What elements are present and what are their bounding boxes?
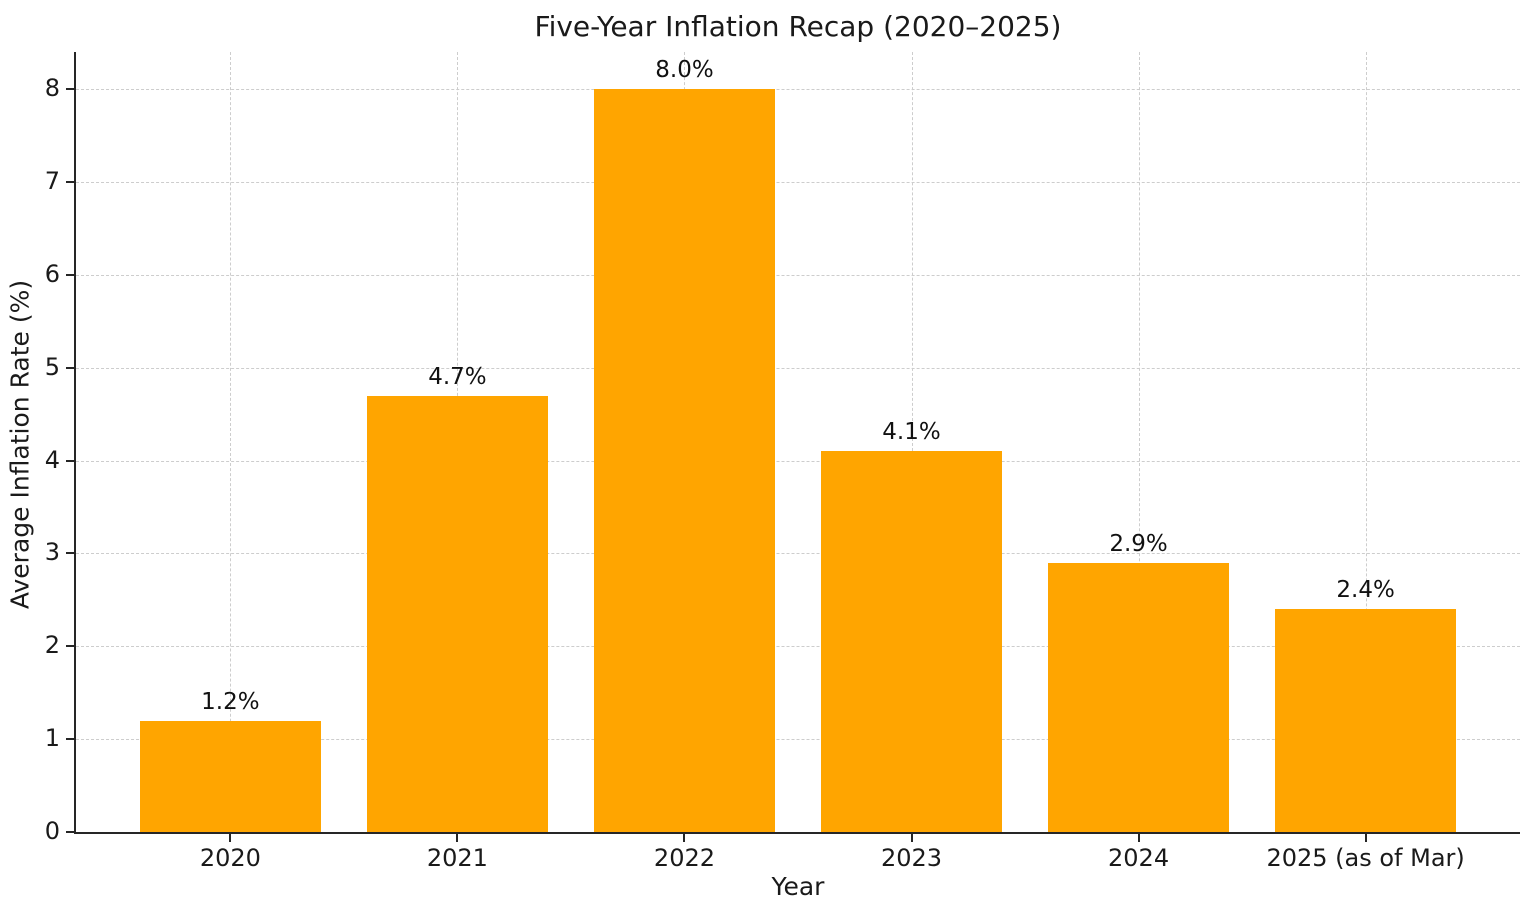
x-tick xyxy=(910,832,913,842)
gridline-v xyxy=(230,52,232,832)
x-tick-label: 2020 xyxy=(199,844,261,872)
x-tick-label: 2021 xyxy=(426,844,488,872)
y-tick xyxy=(66,459,76,462)
bar xyxy=(366,395,549,832)
y-tick-label: 4 xyxy=(44,445,60,474)
y-tick xyxy=(66,645,76,648)
x-tick xyxy=(1364,832,1367,842)
x-tick-label: 2023 xyxy=(880,844,943,872)
bar xyxy=(820,451,1003,832)
bar-value-label: 2.4% xyxy=(1336,577,1395,604)
gridline-h xyxy=(76,274,1520,276)
x-tick xyxy=(229,832,232,842)
y-tick-label: 7 xyxy=(44,167,60,195)
bar xyxy=(1274,609,1457,832)
y-tick-label: 1 xyxy=(44,724,60,753)
y-tick-label: 8 xyxy=(44,74,60,103)
y-axis-label: Average Inflation Rate (%) xyxy=(5,279,35,610)
x-tick-label: 2024 xyxy=(1108,844,1170,872)
gridline-v xyxy=(911,52,913,832)
y-tick xyxy=(66,366,76,369)
gridline-h xyxy=(76,460,1520,462)
x-tick xyxy=(1137,832,1140,842)
gridline-h xyxy=(76,182,1520,183)
y-tick xyxy=(66,552,76,555)
bar-value-label: 4.7% xyxy=(428,363,487,390)
y-tick-label: 2 xyxy=(44,631,60,660)
gridline-h xyxy=(76,739,1520,741)
gridline-v xyxy=(1138,52,1140,832)
x-axis xyxy=(74,832,1520,834)
x-tick xyxy=(683,832,686,842)
gridline-h xyxy=(76,646,1520,648)
y-tick-label: 6 xyxy=(44,259,60,288)
y-tick-label: 5 xyxy=(44,352,60,381)
x-tick xyxy=(456,832,459,842)
bar xyxy=(593,89,776,832)
bar-value-label: 4.1% xyxy=(882,419,941,446)
gridline-h xyxy=(76,553,1520,555)
bar xyxy=(1047,562,1230,832)
gridline-h xyxy=(76,89,1520,91)
y-tick-label: 0 xyxy=(44,817,60,845)
y-tick xyxy=(66,181,76,183)
y-tick xyxy=(66,738,76,741)
y-tick xyxy=(66,831,76,833)
x-tick-label: 2025 (as of Mar) xyxy=(1266,844,1465,872)
x-tick-label: 2022 xyxy=(653,844,715,872)
gridline-h xyxy=(76,367,1520,369)
chart-title: Five-Year Inflation Recap (2020–2025) xyxy=(534,10,1062,43)
bar xyxy=(139,720,322,832)
y-axis xyxy=(74,52,76,834)
plot-area: 1.2% 4.7% 8.0% 4.1% 2.9% 2.4% xyxy=(66,52,1520,842)
bar-value-label: 1.2% xyxy=(201,688,260,715)
y-tick-label: 3 xyxy=(44,538,60,567)
y-tick xyxy=(66,88,76,91)
y-tick xyxy=(66,273,76,276)
bar-value-label: 2.9% xyxy=(1109,530,1168,557)
bar-value-label: 8.0% xyxy=(655,57,714,84)
x-axis-label: Year xyxy=(771,872,825,901)
gridline-v xyxy=(1365,52,1367,832)
